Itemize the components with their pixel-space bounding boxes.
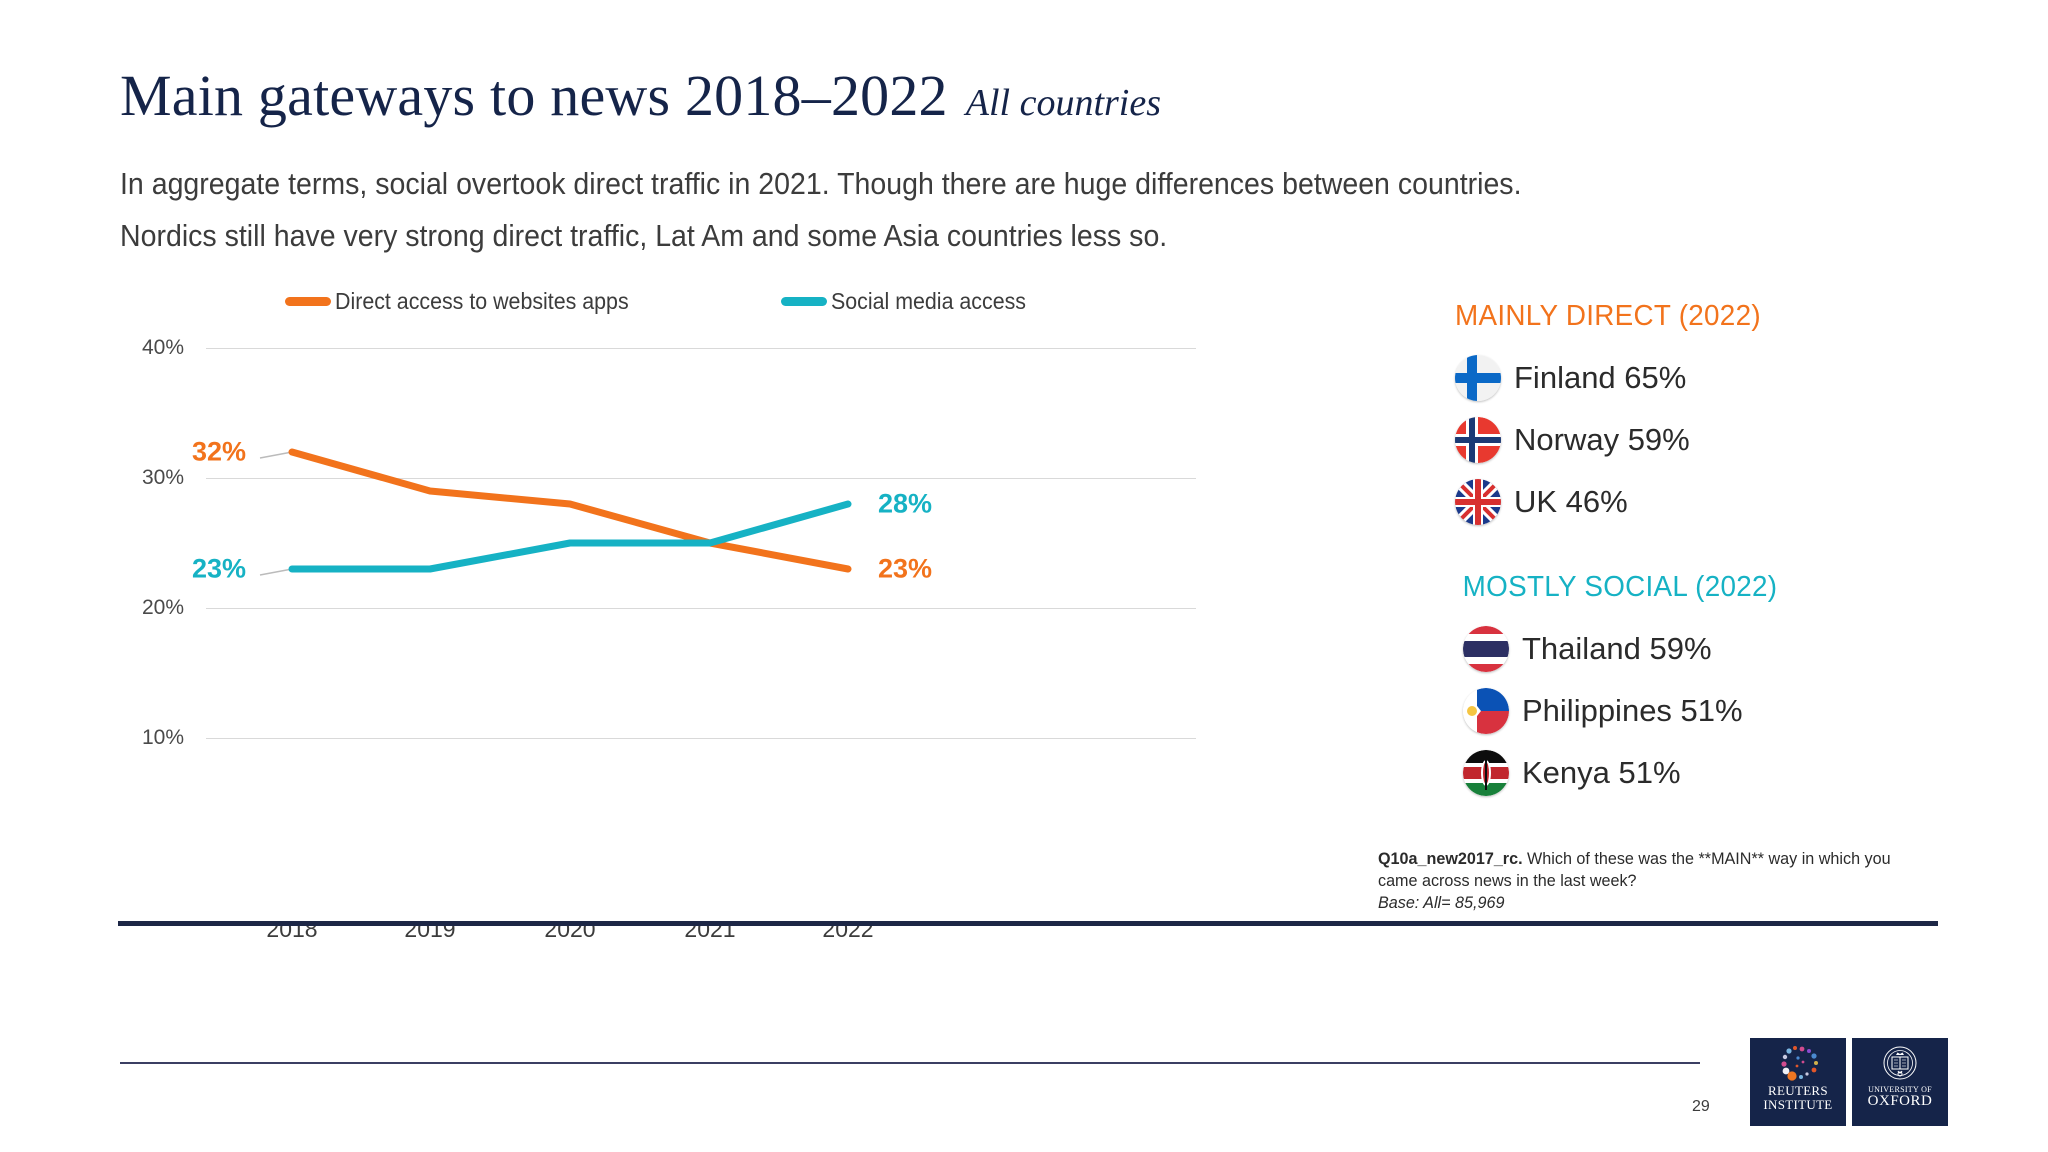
oxford-crest-icon: [1883, 1046, 1917, 1080]
panel-group-spacer: [1455, 533, 1975, 571]
reuters-logo-line1: REUTERS: [1768, 1083, 1828, 1098]
plot-area: 10% 20% 30% 40% 32% 23% 23% 28%: [120, 330, 1300, 870]
uk-flag-icon: [1455, 479, 1501, 525]
x-axis-tick-label: 2021: [684, 916, 736, 942]
footnote: Q10a_new2017_rc. Which of these was the …: [1378, 848, 1929, 914]
list-item: Kenya 51%: [1455, 742, 1975, 804]
page-title: Main gateways to news 2018–2022 All coun…: [120, 62, 1161, 129]
list-item: Norway 59%: [1455, 409, 1975, 471]
gridline: [206, 608, 1196, 609]
x-axis-tick-label: 2018: [266, 916, 318, 942]
oxford-logo-line2: OXFORD: [1867, 1093, 1933, 1110]
philippines-flag-icon: [1463, 688, 1509, 734]
gridline: [206, 348, 1196, 349]
social-start-value-label: 23%: [192, 553, 247, 584]
country-label: Philippines 51%: [1522, 693, 1743, 728]
social-end-value-label: 28%: [878, 488, 933, 519]
chart-legend: Direct access to websites apps Social me…: [285, 288, 1040, 315]
finland-flag-icon: [1455, 355, 1501, 401]
legend-label-social: Social media access: [830, 288, 1026, 314]
subtitle: In aggregate terms, social overtook dire…: [120, 158, 1794, 262]
reuters-dots-icon: [1781, 1046, 1818, 1081]
gridline: [206, 738, 1196, 739]
y-axis-tick-label: 30%: [141, 466, 184, 489]
reuters-logo-line2: INSTITUTE: [1763, 1096, 1833, 1112]
x-axis: 2018 2019 2020 2021 2022: [120, 916, 1300, 956]
list-item: Thailand 59%: [1455, 618, 1975, 680]
footer-divider: [120, 1062, 1700, 1064]
chart: Direct access to websites apps Social me…: [120, 288, 1300, 942]
oxford-logo-text: UNIVERSITY OF OXFORD: [1867, 1085, 1933, 1110]
title-main-text: Main gateways to news 2018–2022: [120, 63, 948, 128]
reuters-logo-text: REUTERS INSTITUTE: [1763, 1084, 1832, 1111]
title-italic-text: All countries: [965, 82, 1162, 124]
footnote-question-code: Q10a_new2017_rc.: [1378, 849, 1523, 868]
footnote-base: Base: All= 85,969: [1378, 892, 1929, 914]
footnote-base-text: Base: All= 85,969: [1378, 893, 1505, 912]
oxford-logo-line1: UNIVERSITY OF: [1868, 1085, 1932, 1094]
legend-item-direct: Direct access to websites apps: [285, 288, 651, 315]
legend-item-social: Social media access: [780, 288, 1041, 315]
mostly-social-list: Thailand 59% Philippines 51%: [1455, 618, 1975, 804]
country-label: Norway 59%: [1514, 422, 1690, 457]
country-highlights-panel: MAINLY DIRECT (2022) Finland 65%: [1455, 300, 1975, 804]
list-item: UK 46%: [1455, 471, 1975, 533]
section-divider: [118, 921, 1938, 926]
footer-logos: REUTERS INSTITUTE UNIVERSITY OF OXFORD: [1750, 1038, 1948, 1126]
panel-heading-mostly-social: MOSTLY SOCIAL (2022): [1462, 571, 1778, 603]
line-direct-access: [288, 448, 852, 573]
y-axis-tick-label: 40%: [141, 336, 184, 359]
direct-end-value-label: 23%: [878, 553, 933, 584]
country-label: UK 46%: [1514, 484, 1628, 519]
gridline: [206, 478, 1196, 479]
x-axis-tick-label: 2020: [544, 916, 596, 942]
legend-swatch-direct: [285, 297, 331, 306]
line-social-media: [288, 500, 852, 573]
university-of-oxford-logo: UNIVERSITY OF OXFORD: [1852, 1038, 1948, 1126]
country-label: Kenya 51%: [1522, 755, 1681, 790]
country-label: Finland 65%: [1514, 360, 1687, 395]
thailand-flag-icon: [1463, 626, 1509, 672]
legend-swatch-social: [780, 297, 827, 306]
x-axis-tick-label: 2019: [404, 916, 456, 942]
legend-label-direct: Direct access to websites apps: [335, 288, 629, 314]
reuters-institute-logo: REUTERS INSTITUTE: [1750, 1038, 1846, 1126]
norway-flag-icon: [1455, 417, 1501, 463]
footnote-question-text: Which of these was the **MAIN** way in w…: [1378, 849, 1891, 890]
kenya-flag-icon: [1463, 750, 1509, 796]
subtitle-line-1: In aggregate terms, social overtook dire…: [120, 166, 1522, 201]
list-item: Finland 65%: [1455, 347, 1975, 409]
direct-start-value-label: 32%: [192, 436, 247, 467]
mainly-direct-list: Finland 65% Norway 59%: [1455, 347, 1975, 533]
chart-lines: [259, 448, 852, 576]
subtitle-line-2: Nordics still have very strong direct tr…: [120, 218, 1168, 253]
panel-heading-mainly-direct: MAINLY DIRECT (2022): [1455, 300, 1761, 332]
y-axis-tick-label: 10%: [141, 726, 184, 749]
footnote-question: Q10a_new2017_rc. Which of these was the …: [1378, 848, 1929, 892]
x-axis-tick-label: 2022: [822, 916, 874, 942]
country-label: Thailand 59%: [1522, 631, 1712, 666]
y-axis-tick-label: 20%: [141, 596, 184, 619]
page-number: 29: [1692, 1098, 1710, 1115]
list-item: Philippines 51%: [1455, 680, 1975, 742]
